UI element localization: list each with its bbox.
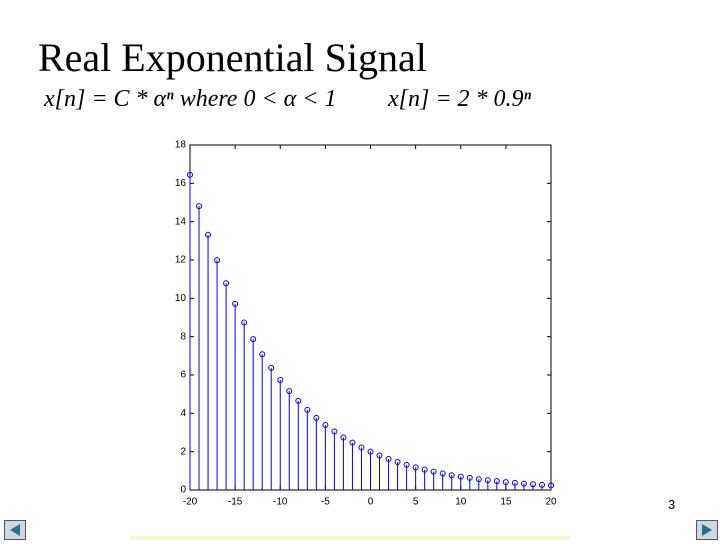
y-tick-label: 6 [180, 370, 186, 381]
x-tick-label: -10 [273, 497, 288, 508]
stem-marker [241, 319, 248, 326]
stem-marker [385, 455, 392, 462]
y-tick-label: 10 [175, 293, 187, 304]
stem-marker [313, 414, 320, 421]
y-tick-label: 18 [175, 140, 187, 151]
y-tick-label: 14 [175, 216, 187, 227]
stem-marker [367, 448, 374, 455]
stem-marker [457, 473, 464, 480]
stem-marker [448, 472, 455, 479]
stem-marker [259, 351, 266, 358]
x-tick-label: -20 [183, 497, 198, 508]
x-tick-label: 15 [500, 497, 512, 508]
y-tick-label: 8 [180, 331, 186, 342]
stem-marker [529, 481, 536, 488]
y-tick-label: 4 [180, 408, 186, 419]
stem-marker [403, 461, 410, 468]
stem-marker [412, 464, 419, 471]
stem-marker [268, 364, 275, 371]
stem-marker [295, 397, 302, 404]
stem-marker [548, 482, 554, 489]
y-tick-label: 0 [180, 485, 186, 496]
stem-marker [466, 474, 473, 481]
stem-marker [322, 422, 329, 429]
x-tick-label: 0 [368, 497, 374, 508]
x-tick-label: -5 [321, 497, 330, 508]
x-tick-label: 5 [413, 497, 419, 508]
stem-marker [511, 479, 518, 486]
x-tick-label: -15 [228, 497, 243, 508]
stem-marker [439, 470, 446, 477]
x-tick-label: 20 [545, 497, 557, 508]
stem-marker [340, 434, 347, 441]
stem-marker [214, 257, 221, 264]
stem-marker [358, 444, 365, 451]
y-tick-label: 2 [180, 446, 186, 457]
formula: x[n] = C * αⁿ where 0 < α < 1 [44, 86, 337, 112]
footer-bar [130, 536, 570, 540]
stem-marker [430, 468, 437, 475]
y-tick-label: 12 [175, 255, 187, 266]
stem-marker [484, 477, 491, 484]
stem-marker [250, 336, 257, 343]
slide-title: Real Exponential Signal [38, 35, 427, 80]
stem-marker [331, 428, 338, 435]
stem-marker [394, 459, 401, 466]
stem-marker [376, 452, 383, 459]
stem-marker [421, 466, 428, 473]
stem-marker [196, 203, 203, 210]
formula: x[n] = 2 * 0.9ⁿ [388, 86, 532, 112]
stem-marker [538, 481, 545, 488]
stem-marker [232, 300, 239, 307]
stem-marker [493, 478, 500, 485]
prev-button[interactable] [4, 520, 26, 540]
stem-marker [286, 388, 293, 395]
stem-marker [187, 171, 193, 178]
stem-marker [223, 280, 230, 287]
page-number: 3 [668, 497, 676, 512]
stem-marker [304, 406, 311, 413]
stem-marker [349, 439, 356, 446]
stem-marker [502, 479, 509, 486]
x-tick-label: 10 [455, 497, 467, 508]
stem-marker [277, 376, 284, 383]
y-tick-label: 16 [175, 178, 187, 189]
stem-marker [475, 476, 482, 483]
stem-marker [520, 480, 527, 487]
stem-marker [205, 231, 212, 238]
